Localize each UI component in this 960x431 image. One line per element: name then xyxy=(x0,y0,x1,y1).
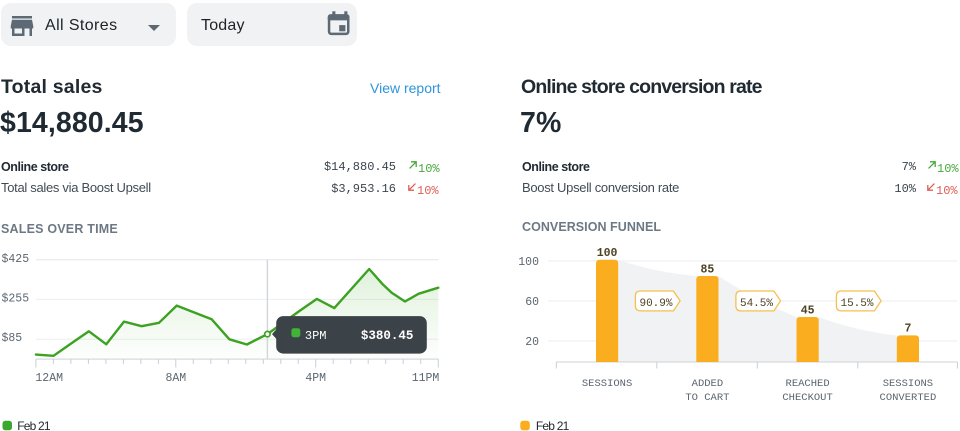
svg-text:12AM: 12AM xyxy=(35,372,63,385)
svg-text:8AM: 8AM xyxy=(165,372,186,385)
svg-text:CHECKOUT: CHECKOUT xyxy=(782,392,832,404)
svg-text:$255: $255 xyxy=(2,293,30,306)
svg-text:54.5%: 54.5% xyxy=(740,298,773,310)
svg-text:15.5%: 15.5% xyxy=(840,298,873,310)
svg-text:7: 7 xyxy=(904,323,911,336)
svg-text:60: 60 xyxy=(525,296,539,309)
svg-text:REACHED: REACHED xyxy=(786,378,830,390)
svg-text:90.9%: 90.9% xyxy=(639,298,672,310)
svg-text:85: 85 xyxy=(700,263,714,276)
svg-text:20: 20 xyxy=(525,336,539,349)
svg-text:TO CART: TO CART xyxy=(685,392,729,404)
svg-text:Feb 21: Feb 21 xyxy=(17,419,51,431)
svg-text:CONVERTED: CONVERTED xyxy=(880,392,937,404)
svg-text:11PM: 11PM xyxy=(412,372,440,385)
svg-text:$380.45: $380.45 xyxy=(361,329,414,343)
svg-text:$85: $85 xyxy=(2,332,23,345)
svg-text:3PM: 3PM xyxy=(305,329,327,343)
svg-text:100: 100 xyxy=(597,247,618,260)
svg-text:$425: $425 xyxy=(2,253,30,266)
svg-text:Feb 21: Feb 21 xyxy=(536,419,570,431)
svg-text:4PM: 4PM xyxy=(305,372,326,385)
svg-text:45: 45 xyxy=(801,304,815,317)
svg-text:SESSIONS: SESSIONS xyxy=(582,378,632,390)
svg-text:SESSIONS: SESSIONS xyxy=(883,378,933,390)
svg-text:100: 100 xyxy=(518,256,539,269)
svg-text:ADDED: ADDED xyxy=(692,378,724,390)
